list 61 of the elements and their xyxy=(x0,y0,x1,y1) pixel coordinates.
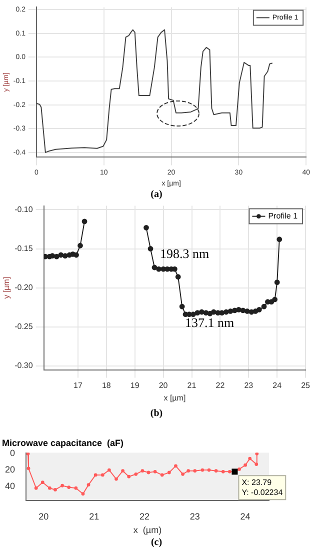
text: (a) xyxy=(150,189,164,200)
x-tick-label: 21 xyxy=(89,511,100,522)
y-tick-label: -0.20 xyxy=(14,283,34,292)
point xyxy=(62,253,68,258)
y-axis-title: y [µm] xyxy=(2,276,12,299)
x-tick-label: 24 xyxy=(272,380,282,390)
point xyxy=(256,306,262,312)
point xyxy=(223,309,229,315)
y-tick-label: -0.15 xyxy=(14,244,34,253)
x-tick-label: 22 xyxy=(139,511,150,522)
point xyxy=(228,308,234,314)
point xyxy=(261,304,267,310)
point xyxy=(210,309,216,315)
y-axis-title: Microwave capacitance (aF) xyxy=(2,438,124,448)
y-tick-label: -0.10 xyxy=(14,204,34,214)
point xyxy=(274,280,280,286)
y-tick-label: 0 xyxy=(10,448,16,458)
x-tick-label: 19 xyxy=(130,380,140,390)
x-tick-label: 25 xyxy=(301,380,311,390)
point xyxy=(276,236,282,242)
x-tick-label: 20 xyxy=(38,511,49,522)
y-tick-label: -0.30 xyxy=(14,361,34,370)
x-axis-title: x (µm) xyxy=(133,525,162,536)
point xyxy=(44,254,48,260)
x-tick-label: 24 xyxy=(240,511,250,522)
y-tick-label: 20 xyxy=(4,464,16,475)
point xyxy=(236,306,242,312)
point xyxy=(82,218,88,224)
text: (c) xyxy=(150,537,164,548)
annotation: Y: -0.02234 xyxy=(242,488,284,497)
annotation: 198.3 nm xyxy=(160,246,210,262)
y-tick-label: -0.25 xyxy=(14,322,34,332)
x-tick-label: 23 xyxy=(190,511,200,522)
text: (b) xyxy=(149,408,164,419)
point xyxy=(78,242,83,248)
point xyxy=(272,296,278,302)
y-tick-label: 40 xyxy=(4,480,16,491)
x-tick-label: 18 xyxy=(102,380,112,390)
x-tick-label: 23 xyxy=(244,380,254,390)
x-tick-label: 20 xyxy=(158,380,168,390)
point xyxy=(219,310,225,316)
point xyxy=(50,253,56,258)
point xyxy=(194,310,200,316)
point xyxy=(199,309,204,315)
legend-label: Profile 1 xyxy=(268,212,298,221)
point xyxy=(74,252,79,258)
point xyxy=(152,264,158,270)
x-axis-title: x [µm] xyxy=(164,393,186,402)
point xyxy=(144,224,149,230)
point xyxy=(244,308,250,314)
x-tick-label: 22 xyxy=(216,380,226,390)
point xyxy=(156,266,162,272)
point xyxy=(58,252,64,258)
point xyxy=(148,246,154,252)
annotation: X: 23.79 xyxy=(242,478,272,487)
annotation: 137.1 nm xyxy=(185,315,234,331)
point xyxy=(179,304,185,310)
point xyxy=(54,254,60,260)
x-tick-label: 21 xyxy=(187,380,197,390)
point xyxy=(175,274,181,280)
x-tick-label: 17 xyxy=(74,380,83,390)
